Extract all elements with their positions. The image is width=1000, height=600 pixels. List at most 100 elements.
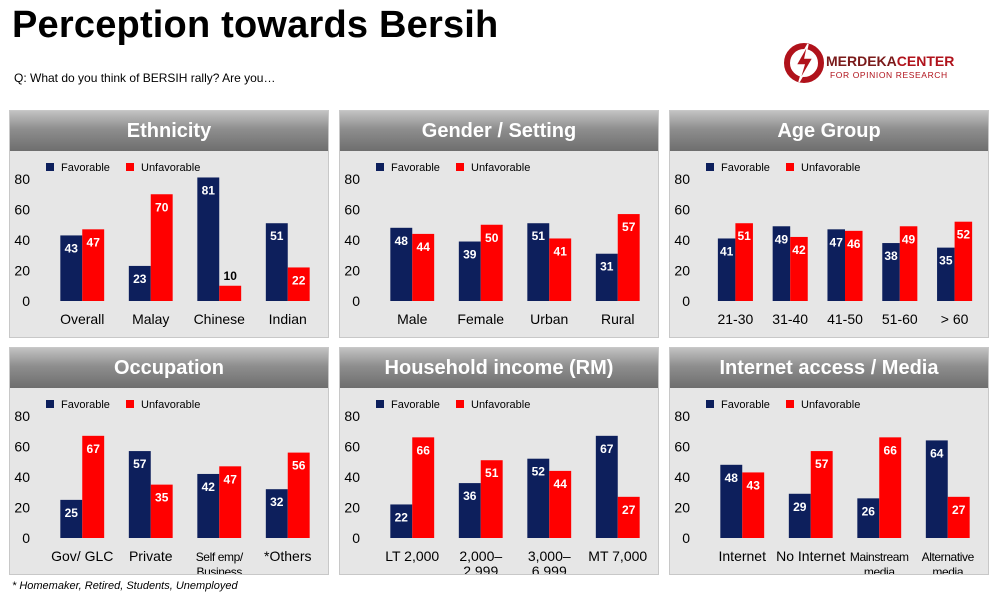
data-label: 67 (87, 442, 101, 456)
data-label: 66 (884, 443, 898, 457)
x-tick-label: No Internet (776, 548, 845, 564)
bar-unfavorable (150, 194, 173, 301)
data-label: 44 (417, 240, 431, 254)
chart-gender-setting: 0 20 40 60 80 Favorable Unfavorable 48 44 Male 39 5… (344, 162, 640, 327)
legend-swatch-unfavorable (786, 400, 794, 408)
data-label: 26 (862, 504, 876, 518)
data-label: 51 (737, 229, 751, 243)
bar-favorable (937, 247, 955, 301)
legend: Favorable Unfavorable (376, 162, 530, 174)
bar-unfavorable (954, 221, 973, 301)
bar-unfavorable (82, 435, 105, 538)
data-label: 23 (133, 272, 147, 286)
bar-unfavorable (549, 238, 572, 301)
bar-favorable (265, 223, 288, 301)
data-label: 35 (155, 491, 169, 505)
x-tick-label: Internet (719, 548, 767, 564)
x-tick-label: Gov/ GLC (51, 548, 113, 564)
y-tick-label: 0 (22, 530, 30, 546)
x-tick-label: Business (197, 565, 243, 574)
y-tick-label: 40 (674, 469, 690, 485)
bar-favorable (717, 238, 736, 301)
legend-swatch-favorable (706, 400, 714, 408)
x-tick-label: Overall (60, 311, 104, 327)
x-tick-label: Self emp/ (196, 550, 244, 564)
logo-tagline: FOR OPINION RESEARCH (830, 70, 948, 80)
bar-favorable (390, 504, 413, 538)
y-tick-label: 80 (14, 408, 30, 424)
bar-unfavorable (412, 437, 435, 538)
data-label: 57 (622, 220, 636, 234)
survey-question: Q: What do you think of BERSIH rally? Ar… (14, 71, 276, 85)
panel-title: Internet access / Media (670, 348, 988, 388)
data-label: 46 (847, 237, 861, 251)
data-label: 47 (224, 472, 238, 486)
x-tick-label: > 60 (941, 311, 969, 327)
x-tick-label: 2,999 (463, 563, 498, 574)
data-label: 51 (485, 466, 499, 480)
chart-occupation: 0 20 40 60 80 Favorable Unfavorable 25 67 Gov/ GL… (14, 399, 311, 574)
legend-label-favorable: Favorable (391, 162, 440, 174)
bar-favorable (595, 253, 618, 301)
y-tick-label: 0 (22, 293, 30, 309)
bar-favorable (60, 499, 83, 538)
data-label: 32 (270, 495, 284, 509)
y-tick-label: 80 (14, 171, 30, 187)
legend-swatch-unfavorable (126, 400, 134, 408)
data-label: 49 (775, 232, 789, 246)
data-label: 67 (600, 442, 614, 456)
bar-favorable (772, 226, 791, 301)
panel-ethnicity: Ethnicity 0 20 40 60 80 Favorable Unfavorable 4… (9, 110, 329, 338)
y-tick-label: 80 (674, 171, 690, 187)
legend-swatch-unfavorable (786, 163, 794, 171)
bar-unfavorable (742, 472, 765, 538)
legend: Favorable Unfavorable (46, 162, 200, 174)
data-label: 49 (902, 232, 916, 246)
y-tick-label: 60 (674, 439, 690, 455)
y-tick-label: 80 (344, 408, 360, 424)
data-label: 52 (532, 465, 546, 479)
bar-unfavorable (947, 496, 970, 538)
x-tick-label: Chinese (194, 311, 246, 327)
data-label: 41 (554, 244, 568, 258)
data-label: 57 (815, 457, 829, 471)
x-tick-label: Urban (530, 311, 568, 327)
x-tick-label: Mainstream (850, 550, 909, 564)
panel-gender-setting: Gender / Setting 0 20 40 60 80 Favorable Unfav… (339, 110, 659, 338)
x-tick-label: MT 7,000 (588, 548, 647, 564)
data-label: 48 (395, 234, 409, 248)
data-label: 50 (485, 231, 499, 245)
bar-unfavorable (82, 229, 105, 301)
data-label: 52 (957, 228, 971, 242)
y-tick-label: 80 (344, 171, 360, 187)
data-label: 47 (830, 235, 844, 249)
legend-label-favorable: Favorable (61, 399, 110, 411)
bar-unfavorable (617, 214, 640, 301)
y-tick-label: 40 (344, 232, 360, 248)
data-label: 57 (133, 457, 147, 471)
panel-age-group: Age Group 0 20 40 60 80 Favorable Unfavorable 4… (669, 110, 989, 338)
legend-label-favorable: Favorable (391, 399, 440, 411)
panel-internet-media: Internet access / Media 0 20 40 60 80 Favorab… (669, 347, 989, 575)
y-tick-label: 40 (14, 469, 30, 485)
data-label: 81 (202, 183, 216, 197)
bar-unfavorable (879, 437, 902, 538)
x-tick-label: Private (129, 548, 173, 564)
data-label: 31 (600, 260, 614, 274)
y-tick-label: 60 (344, 202, 360, 218)
data-label: 41 (720, 244, 734, 258)
y-tick-label: 20 (14, 263, 30, 279)
x-tick-label: Malay (132, 311, 169, 327)
panel-title: Occupation (10, 348, 328, 388)
x-tick-label: 6,999 (532, 563, 567, 574)
bar-unfavorable (899, 226, 918, 301)
bar-favorable (527, 458, 550, 538)
bar-favorable (720, 464, 743, 538)
panel-household-income: Household income (RM) 0 20 40 60 80 Favorable… (339, 347, 659, 575)
legend-label-favorable: Favorable (61, 162, 110, 174)
data-label: 56 (292, 459, 306, 473)
x-tick-label: 2,000– (459, 548, 502, 564)
legend-swatch-favorable (376, 400, 384, 408)
bar-unfavorable (810, 451, 833, 538)
chart-household-income: 0 20 40 60 80 Favorable Unfavorable 22 66 LT 2,00… (344, 399, 647, 574)
